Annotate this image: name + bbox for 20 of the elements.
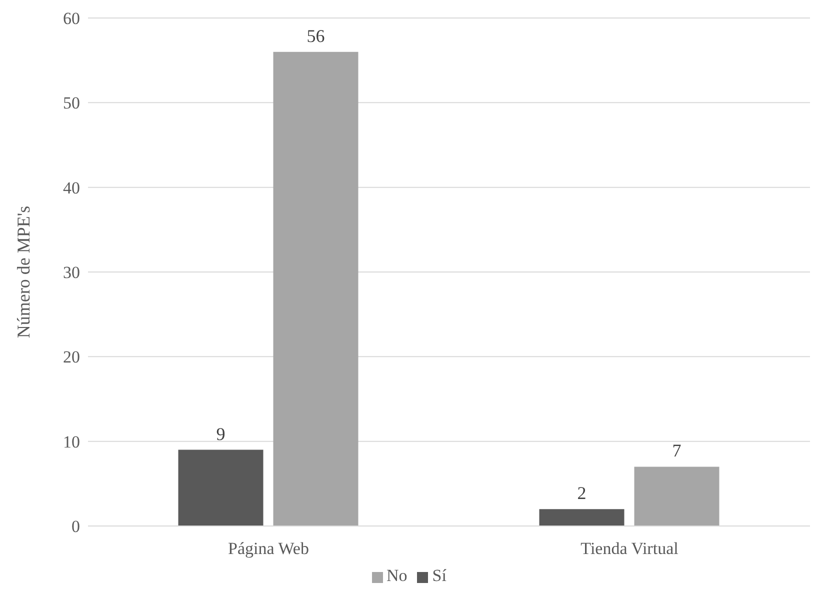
bar [539,509,624,526]
legend-label: Sí [432,566,446,585]
y-tick-label: 0 [72,517,80,536]
x-tick-label: Página Web [228,539,309,558]
y-axis-title: Número de MPE's [13,206,34,338]
x-tick-label: Tienda Virtual [580,539,679,558]
y-tick-label: 40 [63,178,80,198]
y-tick-label: 50 [63,94,80,113]
data-label: 56 [306,26,325,46]
bar [273,52,358,526]
data-label: 7 [672,440,682,461]
bar [178,450,264,526]
y-tick-label: 60 [63,9,80,28]
y-tick-label: 10 [63,432,80,452]
data-label: 2 [577,483,586,504]
y-tick-label: 30 [63,263,80,282]
y-tick-label: 20 [63,348,80,367]
legend-label: No [386,566,408,585]
data-label: 9 [216,424,226,444]
bar [634,466,720,526]
